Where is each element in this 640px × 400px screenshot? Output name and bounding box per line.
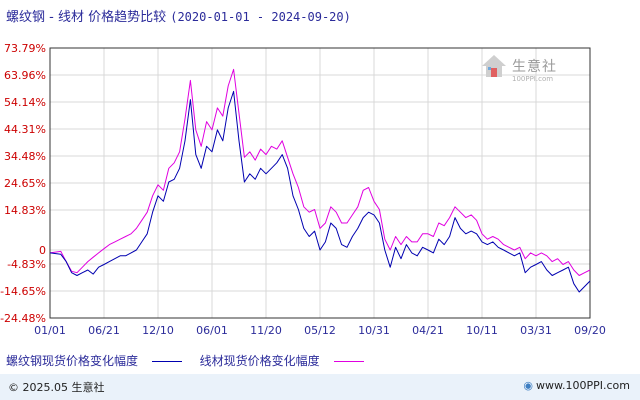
x-tick-label: 05/12 — [304, 324, 336, 337]
x-tick-label: 01/01 — [34, 324, 66, 337]
x-tick-label: 12/10 — [142, 324, 174, 337]
website-text: www.100PPI.com — [536, 379, 630, 392]
x-tick-label: 10/11 — [466, 324, 498, 337]
website-link[interactable]: ◉ www.100PPI.com — [523, 379, 630, 392]
legend-swatch-series-2 — [333, 361, 364, 362]
y-tick-label: 73.79% — [4, 42, 46, 55]
y-tick-label: 0 — [39, 244, 46, 257]
series-line-2 — [49, 68, 591, 276]
y-tick-label: 54.14% — [4, 96, 46, 109]
x-tick-label: 09/20 — [574, 324, 606, 337]
plot-border — [49, 47, 591, 319]
x-tick-label: 10/31 — [358, 324, 390, 337]
x-tick-label: 06/01 — [196, 324, 228, 337]
chart-title-range: (2020-01-01 - 2024-09-20) — [170, 10, 351, 24]
x-tick-label: 06/21 — [88, 324, 120, 337]
chart-title-main: 螺纹钢 - 线材 价格趋势比较 — [6, 10, 167, 25]
globe-icon: ◉ — [523, 379, 534, 392]
chart-legend: 螺纹钢现货价格变化幅度 线材现货价格变化幅度 — [6, 352, 378, 369]
y-tick-label: 14.83% — [4, 204, 46, 217]
legend-label-series-1: 螺纹钢现货价格变化幅度 — [6, 354, 139, 368]
series-line-1 — [49, 90, 591, 293]
legend-label-series-2: 线材现货价格变化幅度 — [199, 354, 320, 368]
footer-bar: © 2025.05 生意社 ◉ www.100PPI.com — [0, 374, 640, 400]
copyright-text: © 2025.05 生意社 — [8, 381, 105, 394]
y-tick-label: 63.96% — [4, 69, 46, 82]
y-tick-label: 34.48% — [4, 150, 46, 163]
legend-swatch-series-1 — [151, 361, 182, 362]
y-tick-label: 24.65% — [4, 177, 46, 190]
y-tick-label: -14.65% — [0, 285, 46, 298]
chart-title: 螺纹钢 - 线材 价格趋势比较 (2020-01-01 - 2024-09-20… — [6, 6, 351, 25]
logo-subtext: 100PPI.com — [512, 75, 554, 83]
logo-text: 生意社 — [512, 59, 557, 75]
x-tick-label: 11/20 — [250, 324, 282, 337]
x-tick-label: 03/31 — [520, 324, 552, 337]
y-tick-label: -24.48% — [0, 312, 46, 325]
x-tick-label: 04/21 — [412, 324, 444, 337]
house-logo-icon — [482, 55, 506, 77]
y-tick-label: -4.83% — [7, 258, 46, 271]
y-tick-label: 44.31% — [4, 123, 46, 136]
